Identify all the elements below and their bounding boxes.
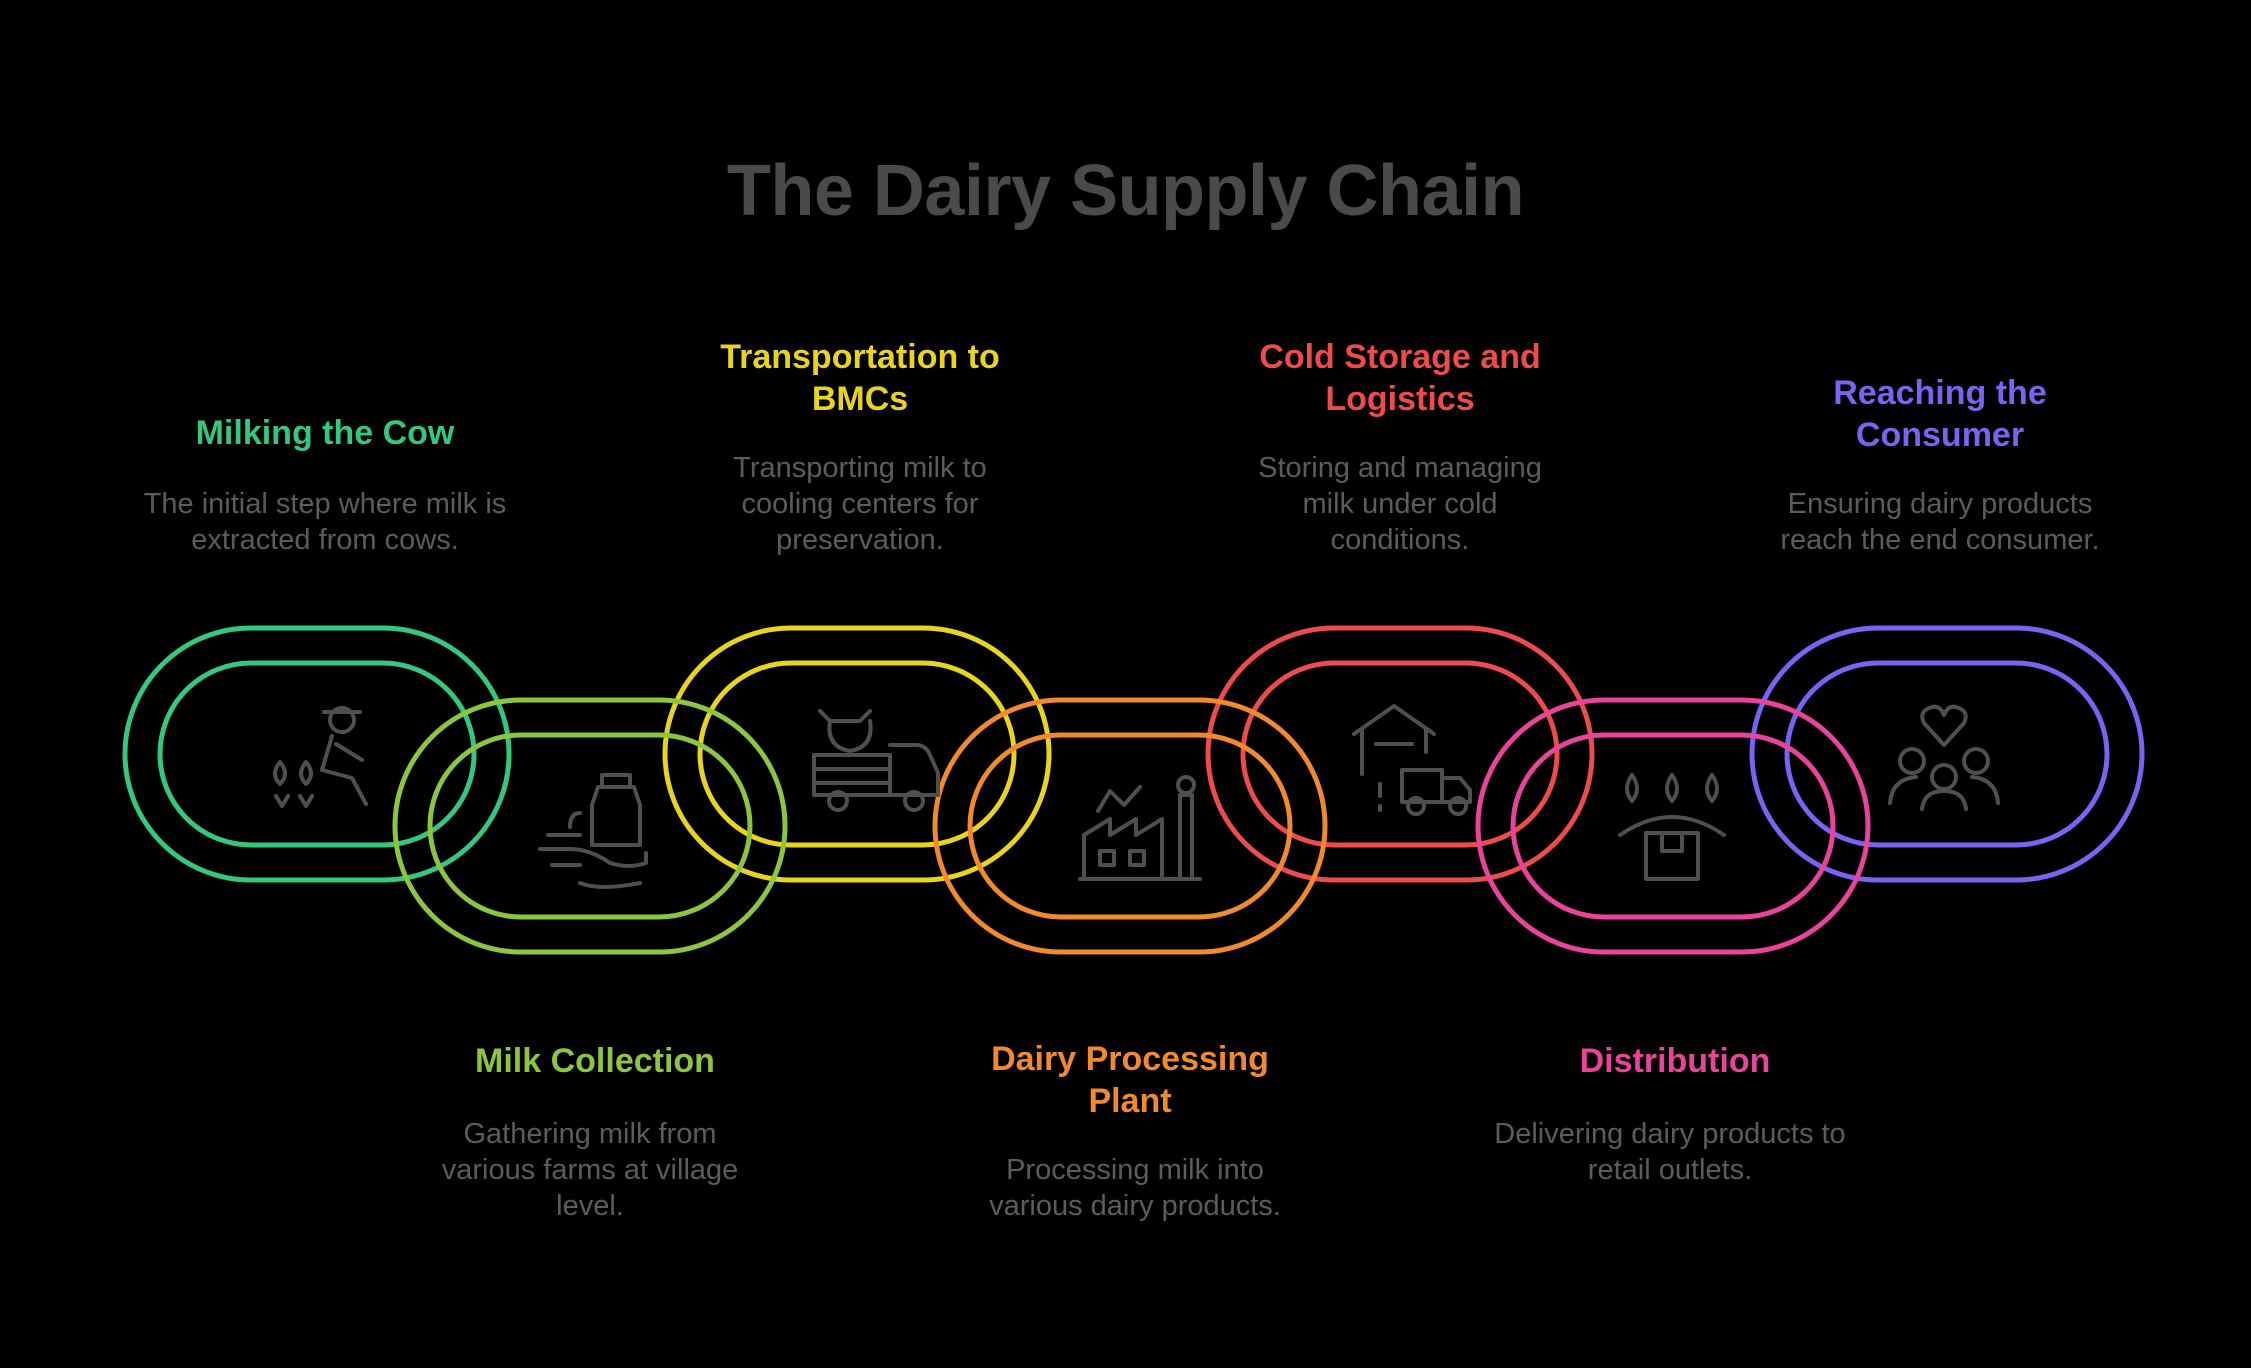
chain-link-processing	[932, 697, 1328, 955]
step-label-milking: Milking the Cow	[195, 414, 455, 452]
step-label-processing: Dairy Processing Plant	[991, 1040, 1269, 1120]
chain-link-milking	[122, 625, 512, 883]
step-label-distribution: Distribution	[1579, 1042, 1771, 1080]
step-desc-transport: Transporting milk to cooling centers for…	[733, 452, 987, 556]
chain-link-distribution	[1475, 697, 1871, 955]
step-desc-distribution: Delivering dairy products to retail outl…	[1494, 1118, 1846, 1186]
step-label-cold-storage: Cold Storage and Logistics	[1259, 338, 1541, 418]
step-label-transport: Transportation to BMCs	[720, 338, 1000, 418]
cattle-truck-icon	[812, 709, 940, 812]
page-title: The Dairy Supply Chain	[726, 151, 1525, 231]
chain-link-cold-storage	[1205, 625, 1595, 883]
step-label-collection: Milk Collection	[475, 1042, 715, 1080]
chain-link-consumer	[1749, 625, 2145, 883]
chain-link-collection	[392, 697, 788, 955]
step-label-consumer: Reaching the Consumer	[1833, 374, 2047, 454]
factory-icon	[1078, 775, 1202, 881]
step-desc-cold-storage: Storing and managing milk under cold con…	[1258, 452, 1542, 556]
step-desc-consumer: Ensuring dairy products reach the end co…	[1780, 488, 2100, 556]
warehouse-truck-icon	[1352, 704, 1472, 816]
farmer-milking-icon	[273, 706, 368, 808]
people-heart-icon	[1888, 704, 2000, 811]
box-drops-icon	[1618, 773, 1726, 881]
step-desc-collection: Gathering milk from various farms at vil…	[441, 1118, 739, 1222]
step-desc-milking: The initial step where milk is extracted…	[143, 488, 507, 556]
milk-can-icon	[538, 773, 648, 889]
chain-link-transport	[662, 625, 1052, 883]
step-desc-processing: Processing milk into various dairy produ…	[989, 1154, 1281, 1222]
